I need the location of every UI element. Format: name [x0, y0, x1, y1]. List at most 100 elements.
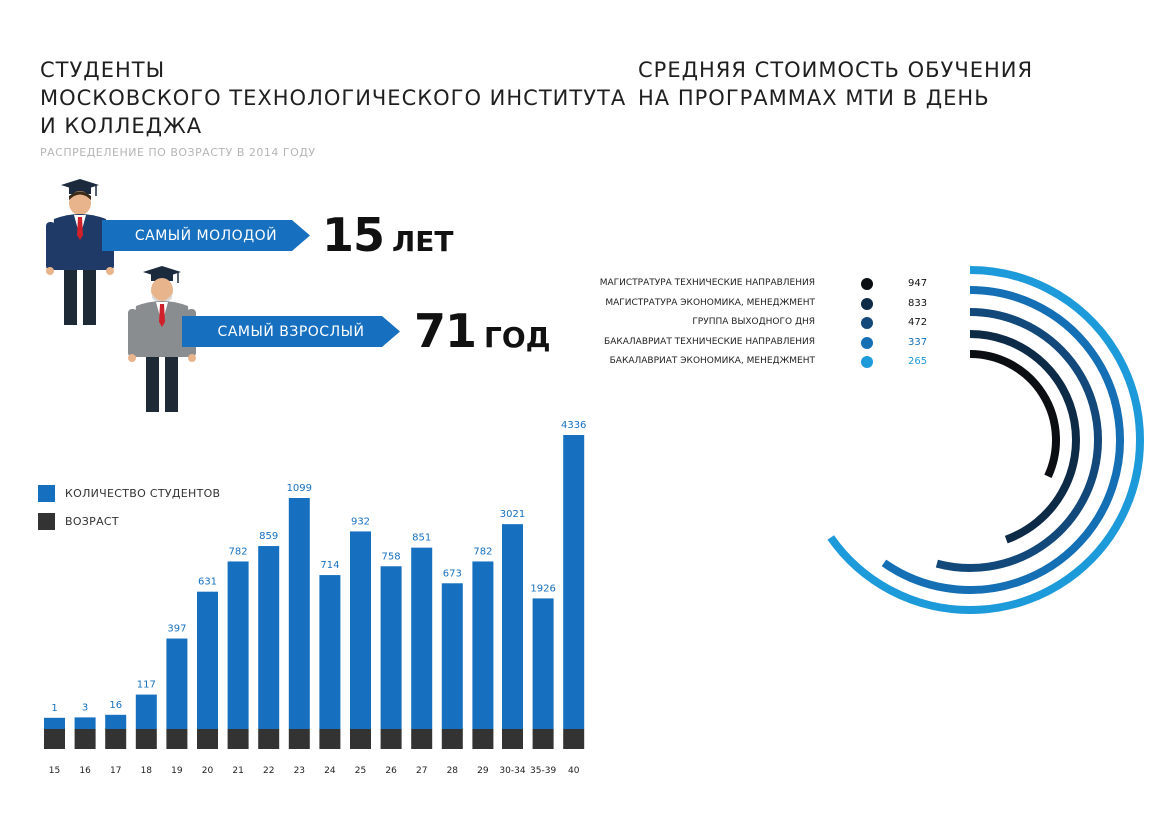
x-tick-label: 19: [171, 766, 183, 776]
bar-value-label: 631: [198, 577, 217, 588]
bar: [532, 598, 554, 729]
bar-value-label: 932: [351, 516, 370, 527]
bar-base: [288, 729, 310, 749]
radial-legend-dot: [861, 278, 873, 290]
bar: [135, 694, 157, 729]
x-tick-label: 27: [416, 766, 427, 776]
bar-value-label: 1926: [530, 583, 555, 594]
bar: [350, 531, 371, 729]
youngest-unit: ЛЕТ: [392, 225, 454, 258]
bar: [74, 717, 96, 729]
radial-legend-row: МАГИСТРАТУРА ЭКОНОМИКА, МЕНЕДЖМЕНТ 833: [560, 297, 940, 311]
bar-value-label: 16: [109, 700, 122, 711]
bar-base: [502, 729, 523, 749]
bar: [319, 575, 341, 729]
bar: [105, 714, 127, 729]
radial-legend-dot: [861, 297, 873, 310]
bar-value-label: 397: [167, 624, 186, 635]
radial-legend-label: БАКАЛАВРИАТ ТЕХНИЧЕСКИЕ НАПРАВЛЕНИЯ: [604, 336, 815, 347]
radial-legend-dot: [861, 336, 873, 349]
left-title-line-1: СТУДЕНТЫ: [40, 58, 166, 82]
bar: [380, 566, 402, 729]
bar-base: [350, 729, 371, 749]
bar-base: [411, 729, 433, 749]
radial-legend-dot: [861, 317, 873, 329]
x-tick-label: 24: [324, 766, 336, 776]
oldest-unit: ГОД: [484, 321, 551, 354]
bar-value-label: 782: [473, 546, 492, 557]
x-tick-label: 15: [49, 766, 60, 776]
bar-base: [166, 729, 188, 749]
radial-legend-value: 833: [908, 297, 928, 309]
x-tick-label: 20: [202, 766, 214, 776]
bar-value-label: 4336: [561, 420, 586, 431]
x-tick-label: 23: [294, 766, 305, 776]
oldest-value: 71 ГОД: [414, 304, 551, 358]
bar-base: [227, 729, 249, 749]
bar-base: [472, 729, 494, 749]
x-tick-label: 16: [79, 766, 91, 776]
bar-base: [441, 729, 463, 749]
bar-value-label: 859: [259, 531, 278, 542]
bar: [197, 591, 218, 729]
x-tick-label: 29: [477, 766, 489, 776]
bar: [441, 583, 463, 729]
radial-legend-dot: [861, 356, 873, 368]
x-tick-label: 25: [355, 766, 366, 776]
bar-base: [380, 729, 402, 749]
cost-radial-chart: [827, 266, 1144, 614]
x-tick-label: 18: [141, 766, 153, 776]
radial-arc: [969, 330, 1080, 544]
bar-base: [319, 729, 341, 749]
bar-value-label: 782: [229, 546, 248, 557]
radial-legend-label: МАГИСТРАТУРА ЭКОНОМИКА, МЕНЕДЖМЕНТ: [605, 297, 815, 308]
age-bar-chart: 1 15 3 16 16 17 117 18 397 19 631 20 782 21 859 22 1099 2…: [44, 420, 586, 776]
x-tick-label: 26: [385, 766, 397, 776]
x-tick-label: 21: [232, 766, 243, 776]
x-tick-label: 30-34: [499, 766, 525, 776]
radial-legend-row: БАКАЛАВРИАТ ТЕХНИЧЕСКИЕ НАПРАВЛЕНИЯ 337: [560, 336, 940, 350]
x-tick-label: 17: [110, 766, 121, 776]
left-title-line-2: МОСКОВСКОГО ТЕХНОЛОГИЧЕСКОГО ИНСТИТУТА: [40, 86, 627, 110]
radial-legend-value: 472: [908, 317, 928, 328]
bar-base: [105, 729, 127, 749]
radial-legend-label: МАГИСТРАТУРА ТЕХНИЧЕСКИЕ НАПРАВЛЕНИЯ: [599, 278, 815, 288]
legend-age: ВОЗРАСТ: [38, 513, 119, 530]
oldest-callout: САМЫЙ ВЗРОСЛЫЙ: [182, 316, 400, 347]
bar-value-label: 117: [137, 680, 156, 691]
bar-value-label: 714: [320, 560, 339, 571]
bar-base: [135, 729, 157, 749]
bar: [258, 546, 280, 729]
bar: [44, 717, 65, 729]
bar-value-label: 1: [51, 703, 57, 714]
left-subtitle: РАСПРЕДЕЛЕНИЕ ПО ВОЗРАСТУ В 2014 ГОДУ: [40, 146, 316, 159]
bar-base: [74, 729, 96, 749]
radial-arc: [935, 308, 1102, 572]
legend-age-label: ВОЗРАСТ: [65, 515, 119, 528]
youngest-value: 15 ЛЕТ: [322, 208, 454, 262]
legend-students-label: КОЛИЧЕСТВО СТУДЕНТОВ: [65, 487, 221, 500]
youngest-label: САМЫЙ МОЛОДОЙ: [134, 227, 278, 244]
bar: [502, 524, 523, 729]
x-tick-label: 35-39: [530, 766, 556, 776]
bar: [411, 547, 433, 729]
bar: [166, 638, 188, 729]
radial-legend-value: 265: [908, 356, 928, 367]
left-title-line-3: И КОЛЛЕДЖА: [40, 114, 203, 138]
x-tick-label: 22: [263, 766, 274, 776]
radial-legend-value: 947: [908, 278, 928, 289]
radial-legend-row: МАГИСТРАТУРА ТЕХНИЧЕСКИЕ НАПРАВЛЕНИЯ 947: [560, 277, 940, 291]
youngest-callout: САМЫЙ МОЛОДОЙ: [102, 220, 310, 251]
bar: [227, 561, 249, 729]
oldest-number: 71: [414, 304, 477, 358]
oldest-student-icon: [128, 266, 196, 412]
bar-base: [532, 729, 554, 749]
oldest-label: САМЫЙ ВЗРОСЛЫЙ: [217, 323, 365, 340]
right-title: СРЕДНЯЯ СТОИМОСТЬ ОБУЧЕНИЯ НА ПРОГРАММАХ…: [638, 56, 1033, 112]
radial-legend-value: 337: [908, 336, 928, 348]
bar-value-label: 3: [82, 702, 88, 713]
radial-arc: [969, 350, 1060, 479]
legend-age-swatch: [38, 513, 55, 530]
bar: [472, 561, 494, 729]
radial-arc: [881, 286, 1124, 594]
